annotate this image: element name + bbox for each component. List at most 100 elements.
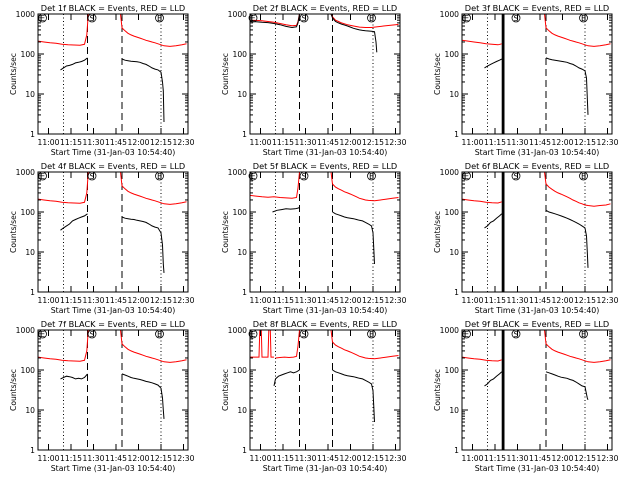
lld-series bbox=[330, 330, 399, 360]
y-tick-label: 10 bbox=[449, 90, 459, 99]
x-axis-label: Start Time (31-Jan-03 10:54:40) bbox=[475, 306, 600, 315]
x-axis-label: Start Time (31-Jan-03 10:54:40) bbox=[475, 464, 600, 473]
marker-label: S bbox=[89, 172, 94, 181]
y-tick-label: 1 bbox=[454, 288, 459, 297]
x-tick-label: 11:30 bbox=[83, 454, 105, 463]
y-tick-label: 1 bbox=[30, 288, 35, 297]
x-tick-label: 11:45 bbox=[317, 296, 339, 305]
y-tick-label: 10 bbox=[237, 90, 247, 99]
y-tick-label: 1000 bbox=[440, 168, 459, 177]
lld-series bbox=[38, 14, 89, 46]
y-axis-label: Counts/sec bbox=[9, 211, 18, 253]
y-tick-label: 100 bbox=[233, 50, 248, 59]
series-group bbox=[462, 14, 611, 115]
x-axis-label: Start Time (31-Jan-03 10:54:40) bbox=[263, 306, 388, 315]
marker-label: S bbox=[301, 330, 306, 339]
x-tick-label: 12:00 bbox=[340, 454, 362, 463]
lld-series bbox=[250, 330, 274, 358]
x-tick-label: 11:15 bbox=[272, 454, 294, 463]
y-tick-label: 10 bbox=[449, 248, 459, 257]
events-series bbox=[121, 58, 165, 123]
marker-label: S bbox=[301, 172, 306, 181]
x-tick-label: 11:30 bbox=[295, 454, 317, 463]
y-tick-label: 1000 bbox=[228, 326, 247, 335]
marker-label: E bbox=[157, 330, 162, 339]
y-axis-label: Counts/sec bbox=[9, 369, 18, 411]
x-tick-label: 12:15 bbox=[150, 138, 172, 147]
series-group bbox=[250, 14, 399, 53]
series-group bbox=[38, 172, 187, 273]
series-group bbox=[462, 330, 611, 400]
y-tick-label: 1000 bbox=[16, 326, 35, 335]
reference-lines bbox=[275, 172, 374, 292]
panel-title: Det 3f BLACK = Events, RED = LLD bbox=[465, 3, 609, 13]
events-series bbox=[484, 58, 503, 69]
marker-circle bbox=[462, 13, 471, 23]
marker-circle bbox=[87, 329, 97, 339]
x-tick-label: 11:45 bbox=[317, 138, 339, 147]
axes-frame bbox=[461, 329, 613, 451]
x-tick-label: 12:00 bbox=[552, 296, 574, 305]
marker-circle bbox=[367, 171, 376, 181]
marker-label: S bbox=[513, 330, 518, 339]
y-tick-label: 100 bbox=[233, 366, 248, 375]
marker-circle bbox=[299, 329, 309, 339]
x-tick-label: 11:15 bbox=[484, 454, 506, 463]
lld-series bbox=[250, 172, 300, 199]
x-tick-label: 12:15 bbox=[362, 138, 384, 147]
y-tick-label: 1000 bbox=[16, 168, 35, 177]
lld-series bbox=[330, 14, 399, 28]
x-tick-label: 11:30 bbox=[295, 296, 317, 305]
x-tick-label: 12:00 bbox=[552, 138, 574, 147]
events-series bbox=[545, 57, 589, 115]
y-axis-label: Counts/sec bbox=[433, 53, 442, 95]
x-tick-label: 12:15 bbox=[150, 454, 172, 463]
y-tick-label: 100 bbox=[445, 366, 460, 375]
x-tick-label: 12:30 bbox=[597, 454, 619, 463]
y-tick-label: 100 bbox=[445, 50, 460, 59]
x-tick-label: 11:30 bbox=[507, 138, 529, 147]
marker-label: S bbox=[513, 172, 518, 181]
series-group bbox=[250, 330, 399, 423]
marker-label: E bbox=[581, 14, 586, 23]
y-tick-label: 10 bbox=[25, 90, 35, 99]
axes-frame bbox=[249, 171, 401, 293]
events-series bbox=[330, 14, 378, 53]
axes-frame bbox=[37, 13, 189, 135]
x-tick-label: 11:00 bbox=[38, 454, 60, 463]
panel-title: Det 8f BLACK = Events, RED = LLD bbox=[253, 319, 397, 329]
x-tick-label: 11:00 bbox=[462, 138, 484, 147]
lld-series bbox=[330, 172, 399, 202]
reference-lines bbox=[487, 14, 586, 134]
lld-series bbox=[120, 330, 187, 363]
events-series bbox=[545, 371, 589, 400]
x-axis-label: Start Time (31-Jan-03 10:54:40) bbox=[51, 464, 176, 473]
x-axis-label: Start Time (31-Jan-03 10:54:40) bbox=[263, 464, 388, 473]
y-axis-label: Counts/sec bbox=[221, 53, 230, 95]
panel-title: Det 2f BLACK = Events, RED = LLD bbox=[253, 3, 397, 13]
x-tick-label: 11:45 bbox=[529, 454, 551, 463]
y-tick-label: 10 bbox=[25, 406, 35, 415]
lld-series bbox=[462, 39, 502, 46]
marker-circle bbox=[579, 171, 588, 181]
reference-lines bbox=[487, 330, 586, 450]
x-tick-label: 11:45 bbox=[105, 296, 127, 305]
reference-lines bbox=[487, 172, 586, 292]
x-tick-label: 11:30 bbox=[507, 296, 529, 305]
x-tick-label: 11:30 bbox=[83, 296, 105, 305]
x-tick-label: 12:15 bbox=[362, 296, 384, 305]
y-tick-label: 10 bbox=[25, 248, 35, 257]
marker-circle bbox=[299, 171, 309, 181]
x-tick-label: 11:15 bbox=[484, 296, 506, 305]
x-tick-label: 11:15 bbox=[484, 138, 506, 147]
x-tick-label: 11:00 bbox=[38, 296, 60, 305]
marker-label: E bbox=[464, 330, 469, 339]
marker-circle bbox=[155, 329, 164, 339]
marker-circle bbox=[299, 13, 309, 23]
x-tick-label: 12:15 bbox=[574, 296, 596, 305]
events-series bbox=[121, 373, 165, 419]
series-group bbox=[462, 172, 611, 268]
